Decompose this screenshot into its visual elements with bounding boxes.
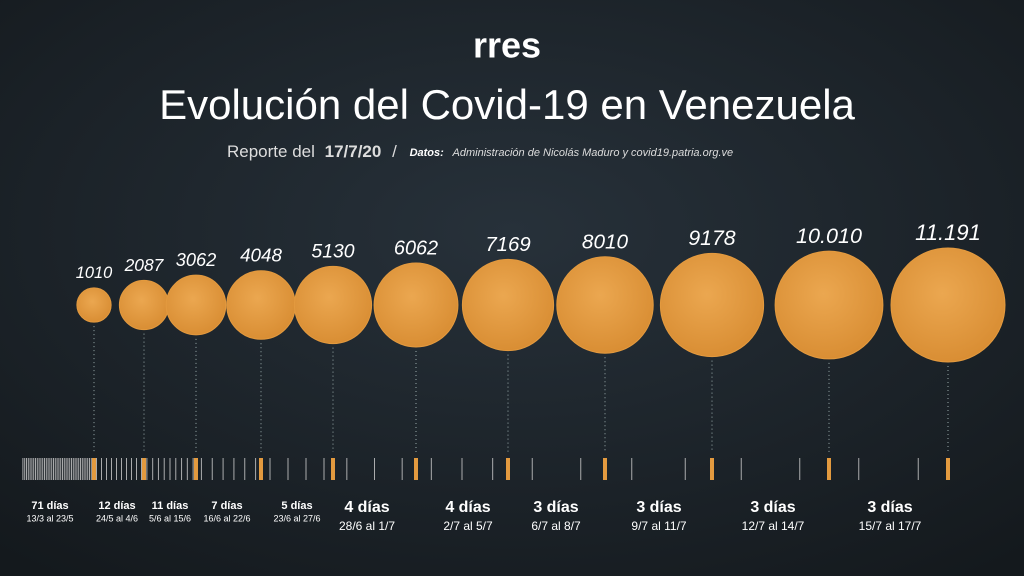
timeline-marker: [414, 458, 418, 480]
period-range: 5/6 al 15/6: [149, 513, 191, 523]
bubble: [373, 262, 459, 348]
report-label: Reporte del: [227, 142, 315, 161]
source-label: Datos:: [410, 147, 445, 159]
value-label: 5130: [311, 241, 354, 263]
period-range: 24/5 al 4/6: [96, 513, 138, 523]
period-range: 9/7 al 11/7: [631, 519, 686, 533]
period-range: 13/3 al 23/5: [26, 513, 73, 523]
period-days: 3 días: [636, 499, 681, 516]
value-label: 9178: [688, 226, 735, 250]
timeline-marker: [331, 458, 335, 480]
bubble: [774, 250, 884, 360]
bubble: [165, 274, 227, 336]
bubble: [76, 287, 112, 323]
bubble: [461, 258, 555, 352]
period-days: 11 días: [152, 500, 189, 512]
timeline-marker: [194, 458, 198, 480]
separator: /: [392, 142, 397, 161]
period-days: 3 días: [750, 499, 795, 516]
timeline-marker: [946, 458, 950, 480]
value-label: 8010: [582, 230, 629, 253]
timeline-marker: [92, 458, 96, 480]
period-range: 12/7 al 14/7: [742, 519, 805, 533]
timeline-marker: [827, 458, 831, 480]
subtitle: Reporte del 17/7/20 / Datos: Administrac…: [227, 142, 733, 161]
value-label: 11.191: [915, 220, 981, 245]
timeline-marker: [506, 458, 510, 480]
period-range: 23/6 al 27/6: [273, 513, 320, 523]
period-days: 4 días: [445, 499, 490, 516]
period-days: 12 días: [98, 500, 135, 512]
period-range: 28/6 al 1/7: [339, 519, 395, 533]
period-range: 6/7 al 8/7: [531, 519, 581, 533]
bubble: [556, 256, 654, 354]
value-label: 3062: [176, 250, 216, 270]
bubble: [659, 252, 765, 358]
period-range: 16/6 al 22/6: [203, 513, 250, 523]
value-label: 10.010: [796, 223, 862, 248]
value-label: 1010: [76, 264, 112, 282]
period-days: 3 días: [867, 499, 912, 516]
logo: rres: [473, 25, 541, 66]
bubble: [890, 247, 1006, 363]
bubble: [293, 265, 373, 345]
value-label: 2087: [124, 255, 165, 275]
period-range: 2/7 al 5/7: [443, 519, 493, 533]
period-range: 15/7 al 17/7: [859, 519, 922, 533]
timeline-marker: [142, 458, 146, 480]
bubble: [118, 279, 170, 331]
bubble: [226, 270, 296, 340]
value-label: 4048: [240, 245, 282, 266]
source: Administración de Nicolás Maduro y covid…: [452, 147, 734, 159]
timeline-marker: [603, 458, 607, 480]
period-days: 4 días: [344, 499, 389, 516]
report-date: 17/7/20: [325, 142, 382, 161]
period-days: 71 días: [31, 500, 68, 512]
period-days: 7 días: [211, 500, 242, 512]
period-days: 5 días: [281, 500, 312, 512]
timeline-marker: [710, 458, 714, 480]
timeline-marker: [259, 458, 263, 480]
value-label: 7169: [485, 234, 530, 256]
chart-title: Evolución del Covid-19 en Venezuela: [159, 81, 855, 128]
period-days: 3 días: [533, 499, 578, 516]
value-label: 6062: [394, 237, 438, 259]
